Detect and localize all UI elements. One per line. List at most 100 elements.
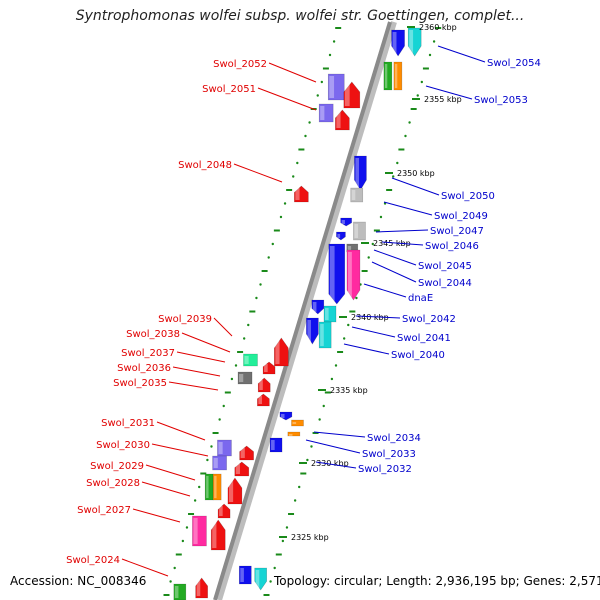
gene-marker xyxy=(353,221,366,241)
tick-dot xyxy=(173,566,176,570)
gene-label-right: Swol_2045 xyxy=(418,261,472,272)
gene-highlight xyxy=(264,364,268,372)
gene-label-right: Swol_2046 xyxy=(425,241,479,252)
tick-dot xyxy=(420,80,424,84)
gene-label-right: Swol_2032 xyxy=(358,464,412,475)
gene-highlight xyxy=(235,464,240,474)
gene-body xyxy=(318,321,332,349)
kbp-label: 2360 kbp xyxy=(419,23,457,32)
gene-body xyxy=(291,419,304,427)
gene-body xyxy=(336,231,346,241)
gene-highlight xyxy=(351,190,356,200)
gene-body xyxy=(217,503,231,519)
gene-body xyxy=(383,61,393,91)
gene-label-left: Swol_2029 xyxy=(90,461,144,472)
tick-dot xyxy=(347,323,350,327)
tick-dot xyxy=(416,94,419,97)
gene-highlight xyxy=(325,308,329,320)
tick-dot xyxy=(367,256,370,259)
tick-dot xyxy=(293,499,297,502)
gene-body xyxy=(217,439,232,457)
gene-label-right: Swol_2034 xyxy=(367,433,421,444)
gene-leader-line xyxy=(257,87,317,111)
gene-label-right: Swol_2042 xyxy=(402,314,456,325)
gene-highlight xyxy=(295,188,300,200)
gene-leader-line xyxy=(373,249,417,266)
gene-leader-line xyxy=(375,229,429,233)
genome-backbone xyxy=(213,21,392,600)
gene-body xyxy=(173,583,187,600)
tick-dot xyxy=(185,526,189,529)
gene-highlight xyxy=(259,380,263,390)
gene-leader-line xyxy=(233,163,283,183)
gene-highlight xyxy=(240,448,245,458)
gene-leader-line xyxy=(363,283,407,298)
gene-leader-line xyxy=(391,177,440,196)
tick-dot xyxy=(273,566,276,570)
gene-marker xyxy=(354,155,367,191)
gene-highlight xyxy=(240,568,244,582)
gene-marker xyxy=(173,583,187,600)
gene-marker xyxy=(407,27,422,57)
gene-label-right: Swol_2049 xyxy=(434,211,488,222)
tick-dot xyxy=(279,215,283,219)
gene-body xyxy=(279,411,293,421)
gene-label-right: Swol_2047 xyxy=(430,226,484,237)
gene-highlight xyxy=(394,64,398,88)
gene-marker xyxy=(217,439,232,457)
inner-tick-track xyxy=(163,27,342,596)
gene-body xyxy=(318,103,334,123)
gene-body xyxy=(393,61,403,91)
gene-label-right: Swol_2041 xyxy=(397,333,451,344)
gene-body xyxy=(287,431,301,437)
tick-dot xyxy=(396,161,399,165)
tick-dot xyxy=(320,80,324,84)
gene-highlight xyxy=(312,302,317,312)
gene-highlight xyxy=(193,518,198,544)
tick-dot xyxy=(332,40,336,43)
gene-marker xyxy=(195,577,208,599)
gene-marker xyxy=(318,103,334,123)
gene-marker xyxy=(343,81,361,109)
gene-body xyxy=(274,337,289,367)
gene-label-left: Swol_2039 xyxy=(158,314,212,325)
gene-highlight xyxy=(275,340,280,364)
gene-leader-line xyxy=(305,439,361,454)
tick-dot xyxy=(234,364,238,367)
gene-marker xyxy=(237,371,253,385)
gene-leader-line xyxy=(151,443,209,457)
gene-marker xyxy=(336,231,346,241)
tick-dot xyxy=(392,175,395,178)
gene-marker xyxy=(257,393,270,407)
tick-dot xyxy=(255,296,258,300)
gene-marker xyxy=(262,361,276,375)
tick-dot xyxy=(308,121,311,124)
gene-label-left: Swol_2031 xyxy=(101,418,155,429)
gene-highlight xyxy=(280,414,285,418)
kbp-label: 2355 kbp xyxy=(424,95,462,104)
gene-highlight xyxy=(258,396,262,404)
gene-marker xyxy=(274,337,289,367)
gene-leader-line xyxy=(437,45,486,63)
gene-body xyxy=(353,221,366,241)
gene-highlight xyxy=(384,64,388,88)
gene-body xyxy=(328,243,346,305)
gene-label-right: Swol_2040 xyxy=(391,350,445,361)
gene-body xyxy=(234,461,250,477)
kbp-label: 2330 kbp xyxy=(311,459,349,468)
gene-highlight xyxy=(320,324,324,346)
gene-marker xyxy=(318,321,332,349)
gene-body xyxy=(239,445,254,461)
gene-marker xyxy=(234,461,250,477)
gene-marker xyxy=(227,477,243,505)
gene-leader-line xyxy=(343,343,390,355)
tick-dot xyxy=(328,53,332,57)
gene-body xyxy=(323,305,337,323)
gene-body xyxy=(238,565,252,585)
gene-marker xyxy=(340,217,352,227)
tick-dot xyxy=(298,485,301,489)
gene-body xyxy=(227,477,243,505)
kbp-label: 2350 kbp xyxy=(397,169,435,178)
tick-dot xyxy=(316,94,319,97)
